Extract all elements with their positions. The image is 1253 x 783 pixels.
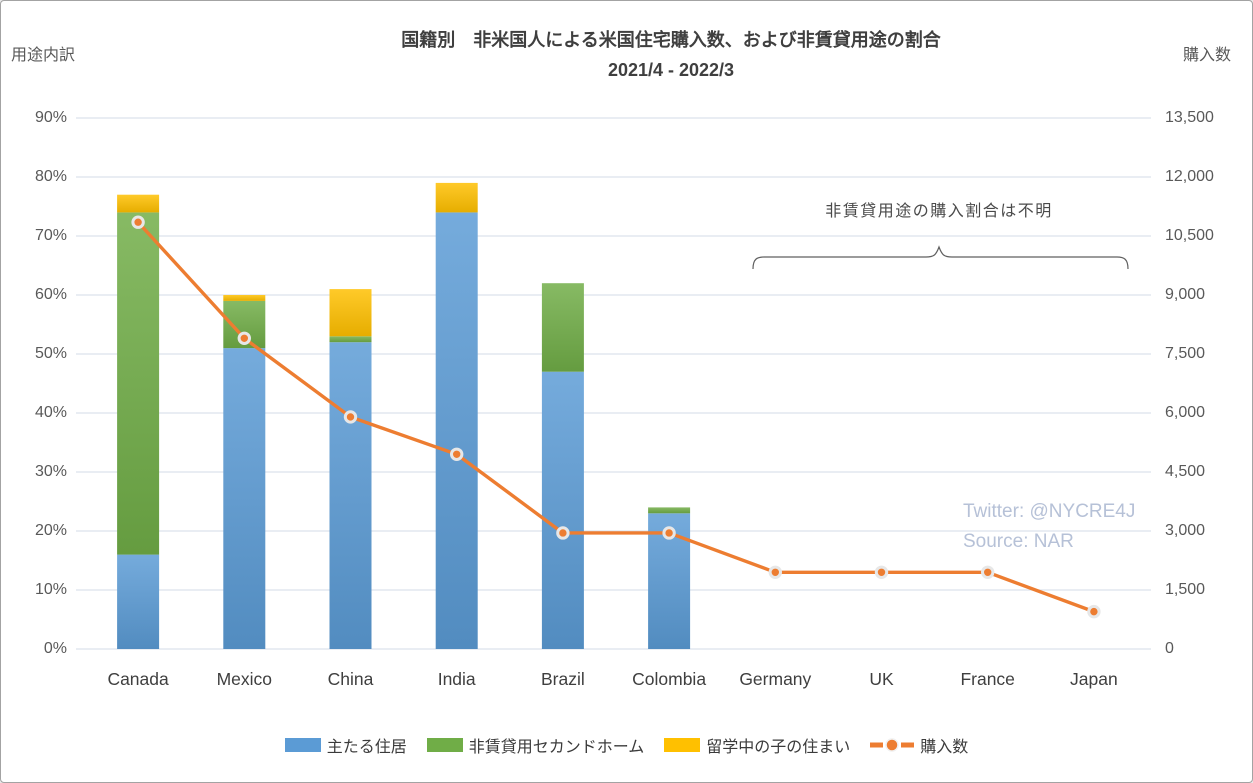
x-axis-label: Canada <box>107 669 169 689</box>
y-tick-left: 30% <box>34 463 67 480</box>
chart-title-line1: 国籍別 非米国人による米国住宅購入数、および非賃貸用途の割合 <box>401 30 941 50</box>
x-axis-label: India <box>437 669 476 689</box>
bar-segment <box>648 507 691 514</box>
chart-title-line2: 2021/4 - 2022/3 <box>607 60 735 80</box>
brace-annotation <box>752 245 1129 270</box>
bar-segment <box>435 182 478 213</box>
x-axis-label: Brazil <box>541 669 585 689</box>
legend-swatch <box>664 738 701 752</box>
y-tick-left: 20% <box>34 522 67 539</box>
bar-segment <box>541 283 584 372</box>
data-point-marker <box>662 526 676 540</box>
right-axis-title: 購入数 <box>1182 47 1231 64</box>
y-tick-left: 80% <box>34 168 67 185</box>
bar-segment <box>329 342 372 649</box>
legend-item: 非賃貸用セカンドホーム <box>426 733 645 757</box>
bar-segment <box>117 554 160 649</box>
legend-item: 主たる住居 <box>284 733 407 757</box>
legend-label: 非賃貸用セカンドホーム <box>468 739 645 756</box>
bar-segment <box>223 295 266 301</box>
y-tick-left: 60% <box>34 286 67 303</box>
y-tick-left: 90% <box>34 109 67 126</box>
bar-segment <box>117 212 160 555</box>
bar-segment <box>223 348 266 649</box>
bar-segment <box>435 212 478 649</box>
bar-segment <box>329 289 372 337</box>
data-point-marker <box>768 565 782 579</box>
watermark-source: Source: NAR <box>963 531 1074 552</box>
y-tick-right: 1,500 <box>1165 581 1206 598</box>
y-tick-right: 12,000 <box>1165 168 1214 185</box>
data-point-marker <box>556 526 570 540</box>
x-axis-label: UK <box>869 669 894 689</box>
x-axis-label: China <box>327 669 374 689</box>
x-axis-label: France <box>960 669 1015 689</box>
y-tick-right: 0 <box>1165 640 1174 657</box>
data-point-marker <box>1087 604 1101 619</box>
x-axis-label: Germany <box>739 669 812 689</box>
data-point-marker <box>131 215 145 229</box>
data-point-marker <box>450 447 464 461</box>
y-tick-right: 4,500 <box>1165 463 1206 480</box>
y-tick-right: 3,000 <box>1165 522 1206 539</box>
y-tick-right: 9,000 <box>1165 286 1206 303</box>
x-axis-label: Colombia <box>632 669 707 689</box>
purchase-count-line <box>136 221 1095 614</box>
legend-swatch <box>284 738 321 752</box>
legend-label: 留学中の子の住まい <box>706 739 851 756</box>
legend-label: 主たる住居 <box>326 739 407 756</box>
data-point-marker <box>874 565 889 579</box>
chart-title: 国籍別 非米国人による米国住宅購入数、および非賃貸用途の割合 2021/4 - … <box>121 25 1221 85</box>
y-tick-left: 10% <box>34 581 67 598</box>
data-point-marker <box>981 565 995 579</box>
y-tick-right: 7,500 <box>1165 345 1206 362</box>
y-tick-right: 13,500 <box>1165 109 1214 126</box>
x-axis-label: Mexico <box>216 669 273 689</box>
legend-label: 購入数 <box>920 739 969 756</box>
y-tick-left: 50% <box>34 345 67 362</box>
x-axis-label: Japan <box>1070 669 1118 689</box>
data-point-marker <box>237 331 252 345</box>
data-point-marker <box>343 410 358 424</box>
watermark: Twitter: @NYCRE4J Source: NAR <box>963 497 1135 557</box>
annotation-text: 非賃貸用途の購入割合は不明 <box>825 203 1053 220</box>
legend-swatch <box>426 738 463 752</box>
y-tick-right: 10,500 <box>1165 227 1214 244</box>
bar-segment <box>541 371 584 649</box>
bar-segment <box>117 194 160 213</box>
legend-line-marker-icon <box>870 738 915 752</box>
legend-item: 留学中の子の住まい <box>664 733 850 757</box>
y-tick-left: 0% <box>43 640 67 657</box>
y-tick-right: 6,000 <box>1165 404 1206 421</box>
watermark-twitter: Twitter: @NYCRE4J <box>963 501 1136 522</box>
legend: 主たる住居 非賃貸用セカンドホーム 留学中の子の住まい 購入数 <box>1 733 1252 757</box>
y-tick-left: 70% <box>34 227 67 244</box>
y-tick-left: 40% <box>34 404 67 421</box>
legend-item: 購入数 <box>870 733 968 757</box>
left-axis-title: 用途内訳 <box>11 47 76 64</box>
bar-segment <box>329 336 372 343</box>
